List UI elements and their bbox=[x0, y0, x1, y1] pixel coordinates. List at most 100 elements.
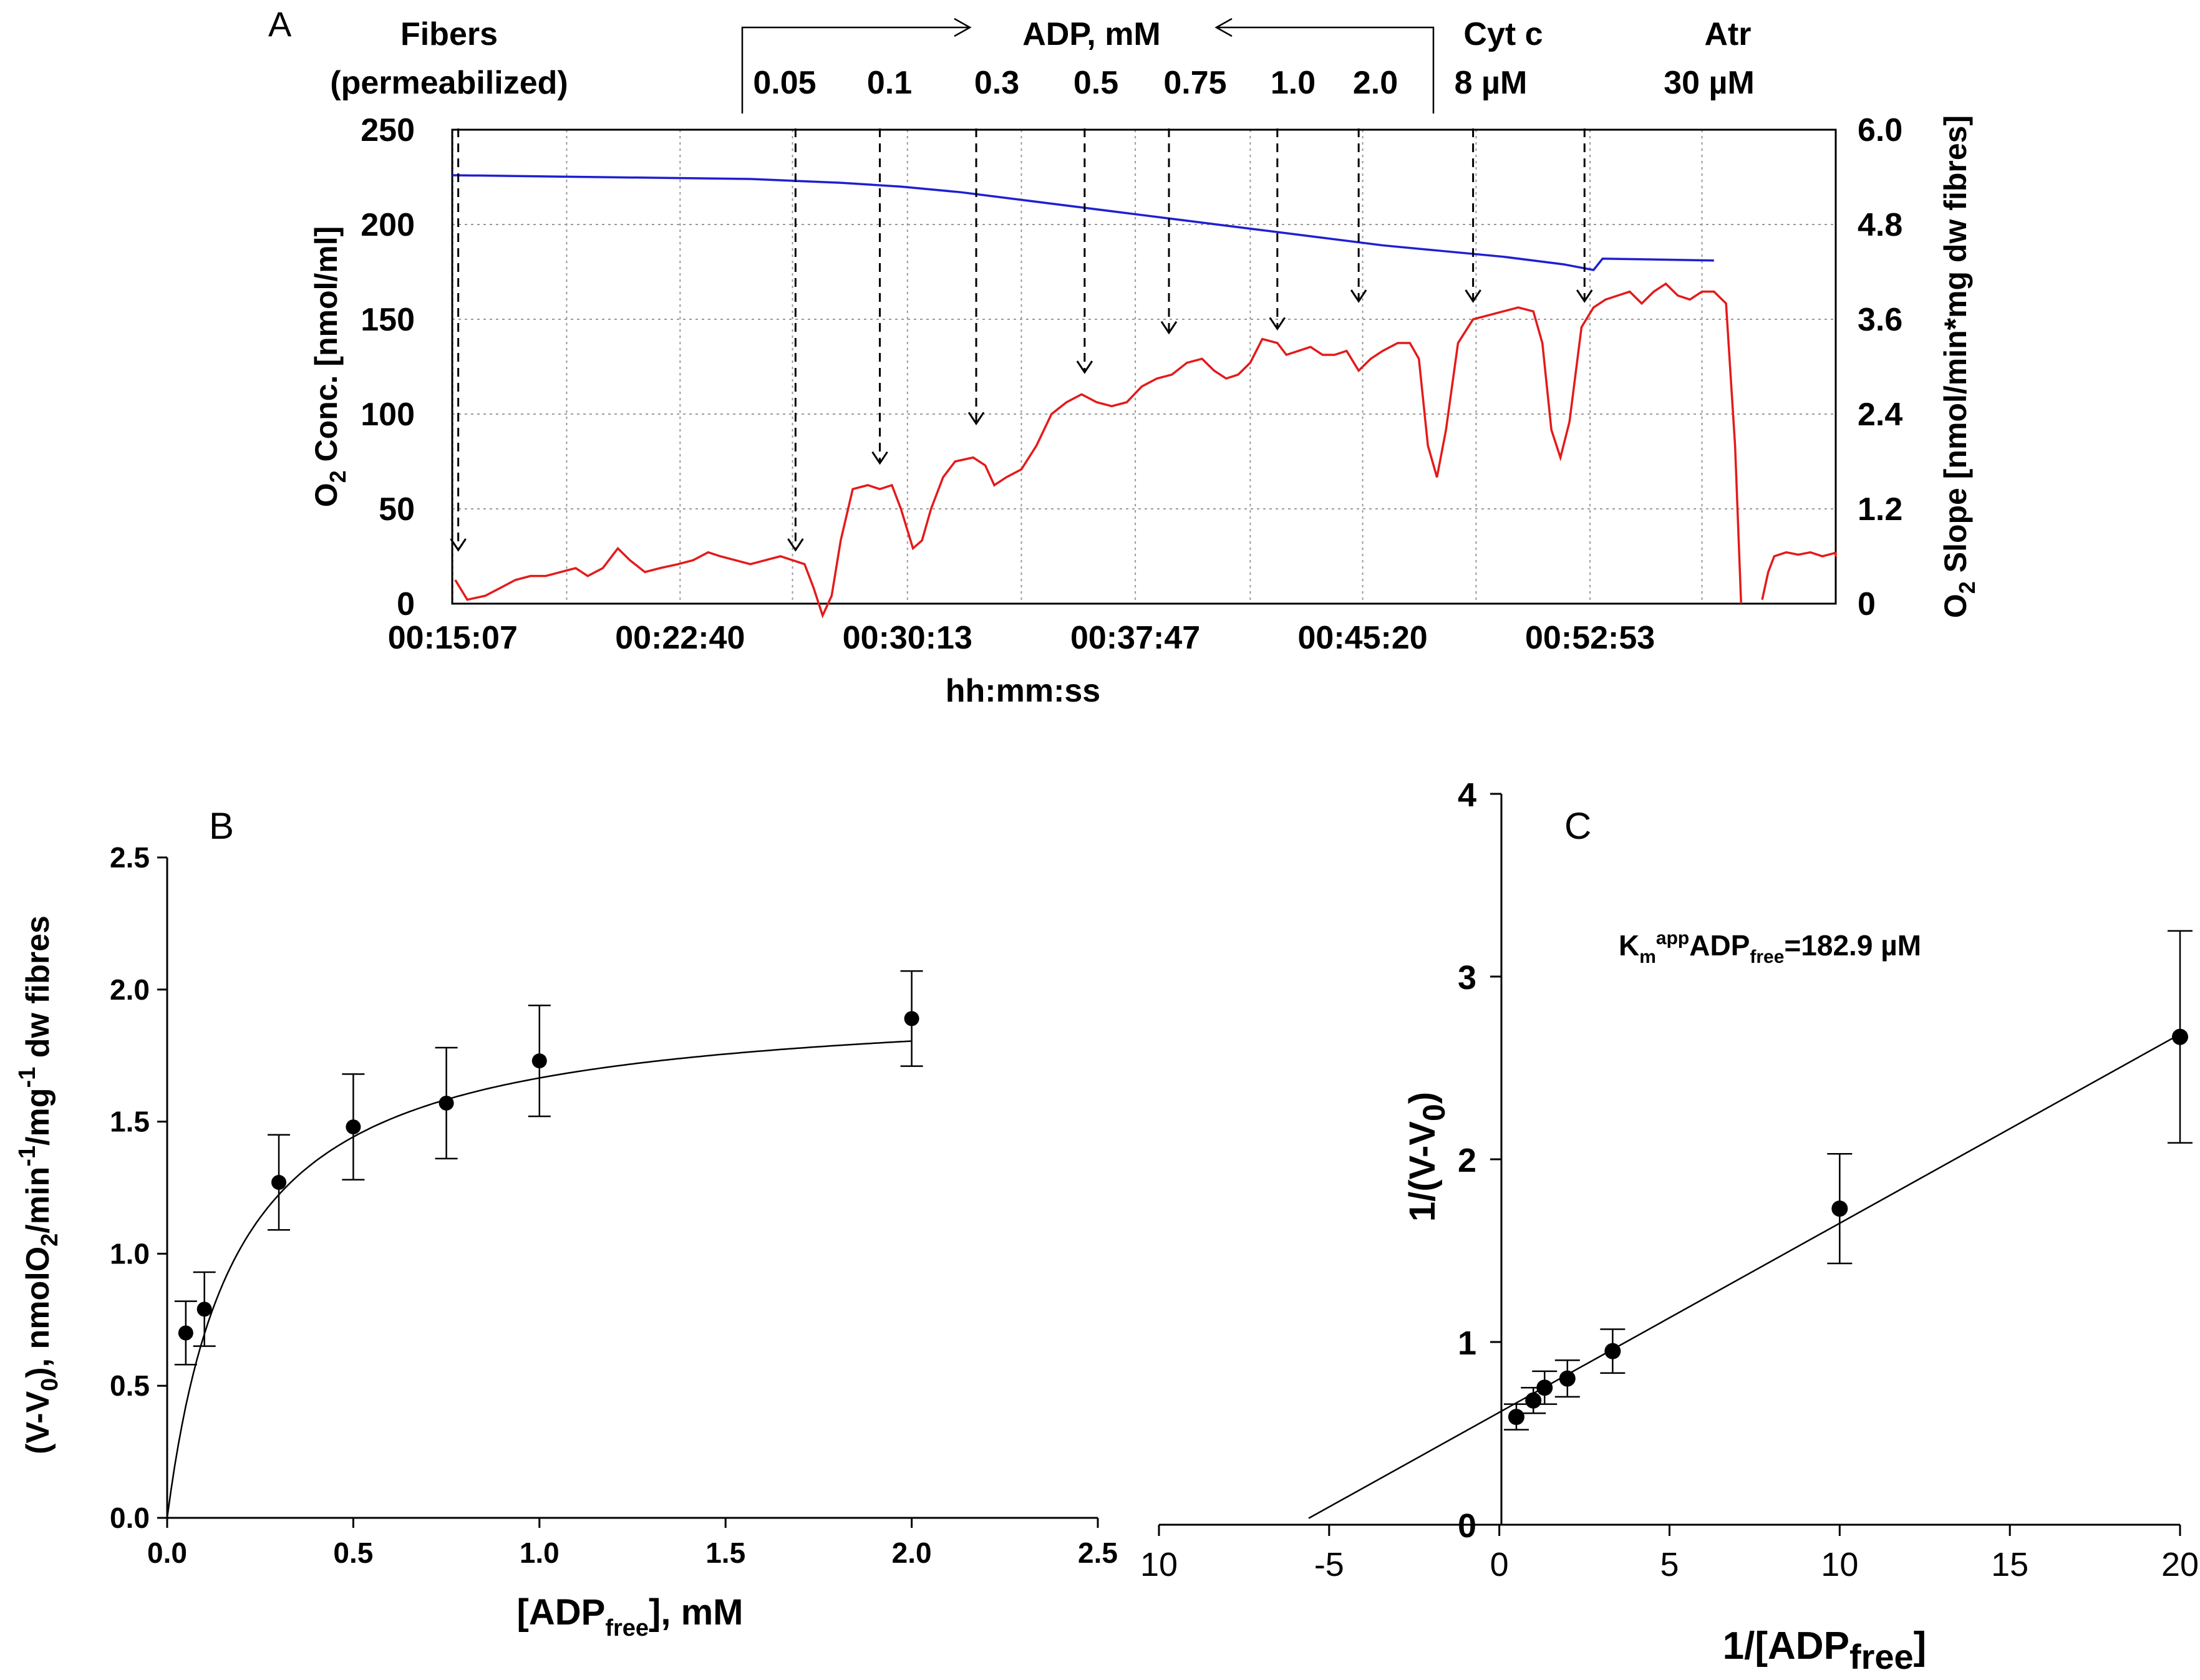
addition-arrow-head bbox=[787, 538, 804, 552]
y-tick-label-right: 1.2 bbox=[1858, 491, 1902, 528]
adp-label-0-75: 0.75 bbox=[1163, 65, 1226, 101]
y-tick-label-b: 0.5 bbox=[110, 1369, 150, 1402]
panel-b: B 0.0 0.5 1.0 1.5 2.0 2.5 0.0 0.5 1.0 1.5 2.0 2.5 [… bbox=[14, 805, 1118, 1641]
data-points-c bbox=[1503, 930, 2193, 1431]
x-tick-label-c: 0 bbox=[1490, 1546, 1509, 1583]
data-point bbox=[904, 1011, 919, 1026]
addition-arrow-head bbox=[871, 451, 888, 465]
data-points-b bbox=[174, 970, 923, 1366]
addition-arrow-head bbox=[1576, 289, 1593, 303]
y-tick-label-b: 1.0 bbox=[110, 1237, 150, 1270]
y-tick-label-left: 0 bbox=[397, 586, 415, 622]
x-tick-label-b: 1.0 bbox=[520, 1537, 560, 1569]
data-point bbox=[2172, 1028, 2188, 1045]
panel-label-a: A bbox=[268, 4, 292, 44]
x-tick-label-c: 15 bbox=[1991, 1546, 2028, 1583]
data-point bbox=[178, 1325, 193, 1341]
x-tick-label-c: 10 bbox=[1821, 1546, 1858, 1583]
addition-arrow-head bbox=[450, 538, 467, 552]
x-tick-label-b: 2.0 bbox=[892, 1537, 932, 1569]
y-tick-label-c: 0 bbox=[1458, 1507, 1476, 1545]
addition-arrow-head bbox=[1160, 321, 1178, 335]
panel-c: C 10 -5 0 5 10 15 20 0 1 2 3 4 KmappADPfree=182.9 µ… bbox=[1140, 776, 2199, 1676]
x-tick-label: 00:45:20 bbox=[1298, 620, 1428, 656]
y-axis-title-c: 1/(V-V0) bbox=[1402, 1092, 1451, 1222]
x-tick-label-c: -5 bbox=[1314, 1546, 1344, 1583]
x-tick-label-c: 5 bbox=[1660, 1546, 1679, 1583]
y-ticks-left-a: 0 50 100 150 200 250 bbox=[361, 112, 415, 622]
adp-label-0-1: 0.1 bbox=[867, 65, 912, 101]
y-tick-label-left: 200 bbox=[361, 207, 415, 243]
y-tick-label-left: 250 bbox=[361, 112, 415, 148]
adp-header: ADP, mM bbox=[1022, 16, 1161, 52]
x-tick-label-b: 1.5 bbox=[705, 1537, 745, 1569]
addition-arrow-head bbox=[967, 412, 985, 426]
cytc-header: Cyt c bbox=[1463, 16, 1543, 52]
x-tick-label-b: 0.0 bbox=[147, 1537, 187, 1569]
grid-a bbox=[452, 130, 1836, 604]
y-tick-label-right: 2.4 bbox=[1858, 397, 1902, 433]
x-tick-label: 00:52:53 bbox=[1525, 620, 1655, 656]
y-tick-label-c: 1 bbox=[1458, 1325, 1476, 1362]
plot-frame-a bbox=[451, 128, 1837, 605]
data-point bbox=[196, 1301, 212, 1317]
x-tick-label-c: 10 bbox=[1140, 1546, 1178, 1583]
o2-concentration-line bbox=[452, 174, 1714, 271]
addition-arrow-head bbox=[1350, 289, 1367, 303]
y-ticks-right-a: 0 1.2 2.4 3.6 4.8 6.0 bbox=[1858, 112, 1902, 622]
x-axis-title-c: 1/[ADPfree] bbox=[1723, 1624, 1927, 1676]
atr-concentration: 30 µM bbox=[1664, 65, 1755, 101]
y-tick-label-left: 50 bbox=[379, 491, 415, 528]
data-point bbox=[1559, 1370, 1576, 1387]
panel-label-b: B bbox=[209, 805, 234, 847]
adp-label-0-3: 0.3 bbox=[974, 65, 1019, 101]
x-tick-label: 00:30:13 bbox=[843, 620, 972, 656]
y-tick-label-b: 1.5 bbox=[110, 1106, 150, 1138]
adp-label-0-5: 0.5 bbox=[1073, 65, 1118, 101]
fibers-sublabel: (permeabilized) bbox=[330, 65, 568, 101]
ticks-c: 10 -5 0 5 10 15 20 0 1 2 3 4 bbox=[1140, 776, 2199, 1583]
y-axis-title-b: (V-V0), nmolO2/min-1/mg-1 dw fibres bbox=[14, 915, 63, 1454]
o2-slope-line bbox=[454, 282, 1743, 619]
y-tick-label-b: 0.0 bbox=[110, 1502, 150, 1534]
fibers-label: Fibers bbox=[400, 16, 498, 52]
y-tick-label-left: 150 bbox=[361, 302, 415, 338]
panel-label-c: C bbox=[1564, 805, 1591, 847]
cytc-concentration: 8 µM bbox=[1455, 65, 1528, 101]
data-point bbox=[1604, 1343, 1621, 1359]
x-tick-label-b: 2.5 bbox=[1078, 1537, 1118, 1569]
panel-a: A Fibers (permeabilized) ADP, mM Cyt c 8… bbox=[268, 4, 1980, 709]
x-ticks-a: 00:15:07 00:22:40 00:30:13 00:37:47 00:45:20… bbox=[388, 620, 1655, 656]
data-point bbox=[439, 1095, 454, 1111]
y-tick-label-c: 4 bbox=[1458, 776, 1476, 814]
data-point bbox=[1525, 1392, 1542, 1409]
atr-header: Atr bbox=[1704, 16, 1751, 52]
y-tick-label-b: 2.5 bbox=[110, 841, 150, 874]
x-tick-label: 00:15:07 bbox=[388, 620, 518, 656]
addition-arrow-head bbox=[1269, 317, 1286, 331]
adp-label-2-0: 2.0 bbox=[1353, 65, 1398, 101]
addition-arrows bbox=[450, 128, 1593, 552]
data-point bbox=[271, 1175, 287, 1190]
y-tick-label-c: 3 bbox=[1458, 959, 1476, 997]
y-tick-label-b: 2.0 bbox=[110, 973, 150, 1006]
x-tick-label: 00:22:40 bbox=[615, 620, 745, 656]
data-point bbox=[1831, 1200, 1848, 1217]
y-tick-label-right: 6.0 bbox=[1858, 112, 1902, 148]
y-axis-title-right-a: O2 Slope [nmol/min*mg dw fibres] bbox=[1938, 115, 1980, 618]
addition-arrow-head bbox=[1076, 360, 1093, 374]
data-point bbox=[346, 1119, 361, 1135]
adp-bracket bbox=[741, 17, 1435, 113]
x-tick-label-c: 20 bbox=[2161, 1546, 2199, 1583]
y-tick-label-right: 0 bbox=[1858, 586, 1876, 622]
addition-arrow-head bbox=[1465, 289, 1481, 303]
o2-slope-line-after-atr bbox=[1761, 551, 1837, 601]
x-tick-label-b: 0.5 bbox=[333, 1537, 373, 1569]
y-tick-label-left: 100 bbox=[361, 397, 415, 433]
x-tick-label: 00:37:47 bbox=[1070, 620, 1200, 656]
km-annotation: KmappADPfree=182.9 µM bbox=[1619, 928, 1921, 967]
y-tick-label-right: 4.8 bbox=[1858, 207, 1902, 243]
y-tick-label-right: 3.6 bbox=[1858, 302, 1902, 338]
data-point bbox=[1508, 1409, 1524, 1426]
